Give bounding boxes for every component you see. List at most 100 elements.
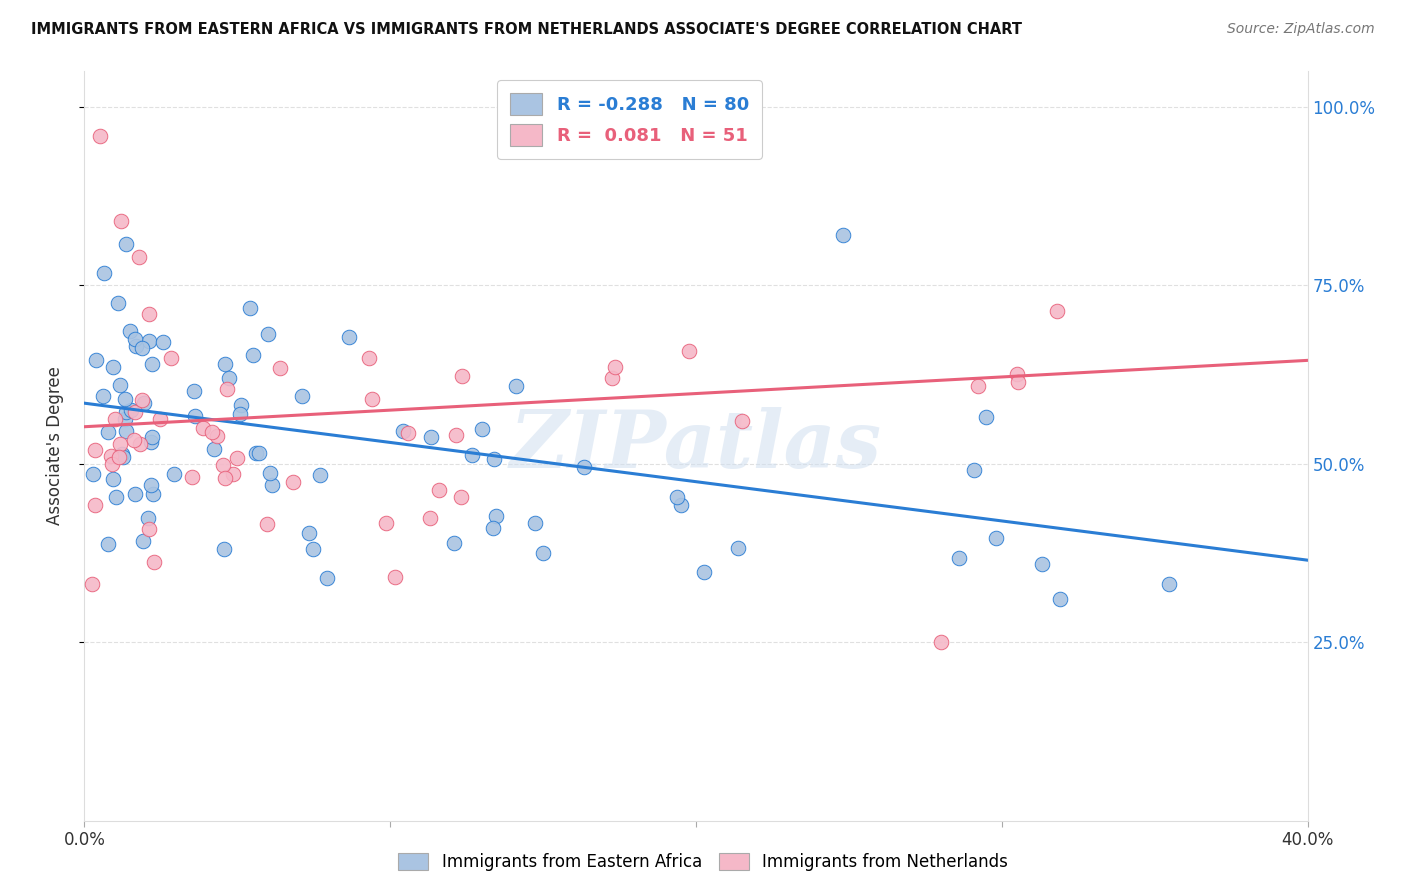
Point [89, 128, 111, 143]
Point [183, 384, 205, 399]
Point [357, 351, 380, 365]
Point [103, 360, 125, 375]
Point [84, 352, 107, 367]
Point [124, 433, 146, 447]
Point [1007, 376, 1029, 390]
Point [110, 214, 132, 228]
Point [337, 329, 360, 343]
Point [217, 382, 239, 396]
Point [450, 491, 472, 505]
Point [101, 472, 124, 486]
Point [1005, 367, 1028, 381]
Point [948, 551, 970, 566]
Point [108, 378, 131, 392]
Point [678, 343, 700, 358]
Point [257, 327, 280, 342]
Point [124, 487, 146, 501]
Point [124, 405, 146, 419]
Point [152, 335, 174, 350]
Point [141, 430, 163, 444]
Point [831, 228, 853, 243]
Point [120, 402, 142, 417]
Point [1031, 557, 1053, 571]
Text: IMMIGRANTS FROM EASTERN AFRICA VS IMMIGRANTS FROM NETHERLANDS ASSOCIATE'S DEGREE: IMMIGRANTS FROM EASTERN AFRICA VS IMMIGR… [31, 22, 1022, 37]
Point [485, 509, 508, 524]
Point [450, 369, 472, 384]
Point [574, 460, 596, 475]
Point [218, 371, 240, 385]
Point [193, 421, 215, 435]
Point [524, 516, 547, 530]
Point [309, 467, 332, 482]
Point [93, 266, 115, 280]
Text: Source: ZipAtlas.com: Source: ZipAtlas.com [1227, 22, 1375, 37]
Point [138, 307, 160, 321]
Point [104, 411, 127, 425]
Point [1049, 592, 1071, 607]
Point [222, 467, 245, 481]
Point [297, 526, 319, 541]
Point [120, 324, 142, 338]
Point [228, 407, 250, 421]
Point [249, 446, 271, 460]
Point [256, 517, 278, 532]
Point [731, 414, 754, 428]
Point [132, 534, 155, 549]
Point [665, 491, 688, 505]
Point [242, 348, 264, 362]
Point [180, 470, 202, 484]
Point [471, 421, 494, 435]
Point [183, 409, 205, 423]
Text: ZIPatlas: ZIPatlas [510, 408, 882, 484]
Point [205, 429, 228, 443]
Point [149, 412, 172, 426]
Point [444, 428, 467, 442]
Point [505, 379, 527, 393]
Point [131, 341, 153, 355]
Point [159, 351, 181, 365]
Point [443, 536, 465, 550]
Point [96, 537, 118, 551]
Point [962, 463, 984, 477]
Point [260, 478, 283, 492]
Point [111, 448, 134, 462]
Point [239, 301, 262, 316]
Point [141, 357, 163, 371]
Point [108, 450, 131, 465]
Point [291, 389, 314, 403]
Point [984, 531, 1007, 545]
Point [482, 451, 505, 466]
Point [281, 475, 304, 489]
Point [114, 412, 136, 426]
Point [1046, 304, 1069, 318]
Point [132, 395, 155, 409]
Point [105, 490, 128, 504]
Point [420, 430, 443, 444]
Y-axis label: Associate's Degree: Associate's Degree [45, 367, 63, 525]
Point [124, 332, 146, 346]
Point [212, 541, 235, 556]
Point [259, 467, 281, 481]
Point [83, 443, 105, 458]
Point [976, 410, 998, 425]
Point [111, 450, 134, 465]
Point [602, 370, 624, 384]
Point [114, 392, 136, 407]
Point [727, 541, 749, 555]
Point [131, 392, 153, 407]
Point [929, 635, 952, 649]
Point [142, 555, 165, 569]
Point [669, 498, 692, 512]
Point [100, 449, 122, 463]
Point [82, 576, 104, 591]
Point [136, 511, 159, 525]
Point [315, 572, 337, 586]
Point [101, 457, 124, 471]
Point [141, 478, 163, 492]
Point [531, 546, 554, 560]
Point [605, 359, 627, 374]
Point [163, 467, 186, 481]
Point [374, 516, 396, 530]
Point [245, 446, 267, 460]
Point [142, 487, 165, 501]
